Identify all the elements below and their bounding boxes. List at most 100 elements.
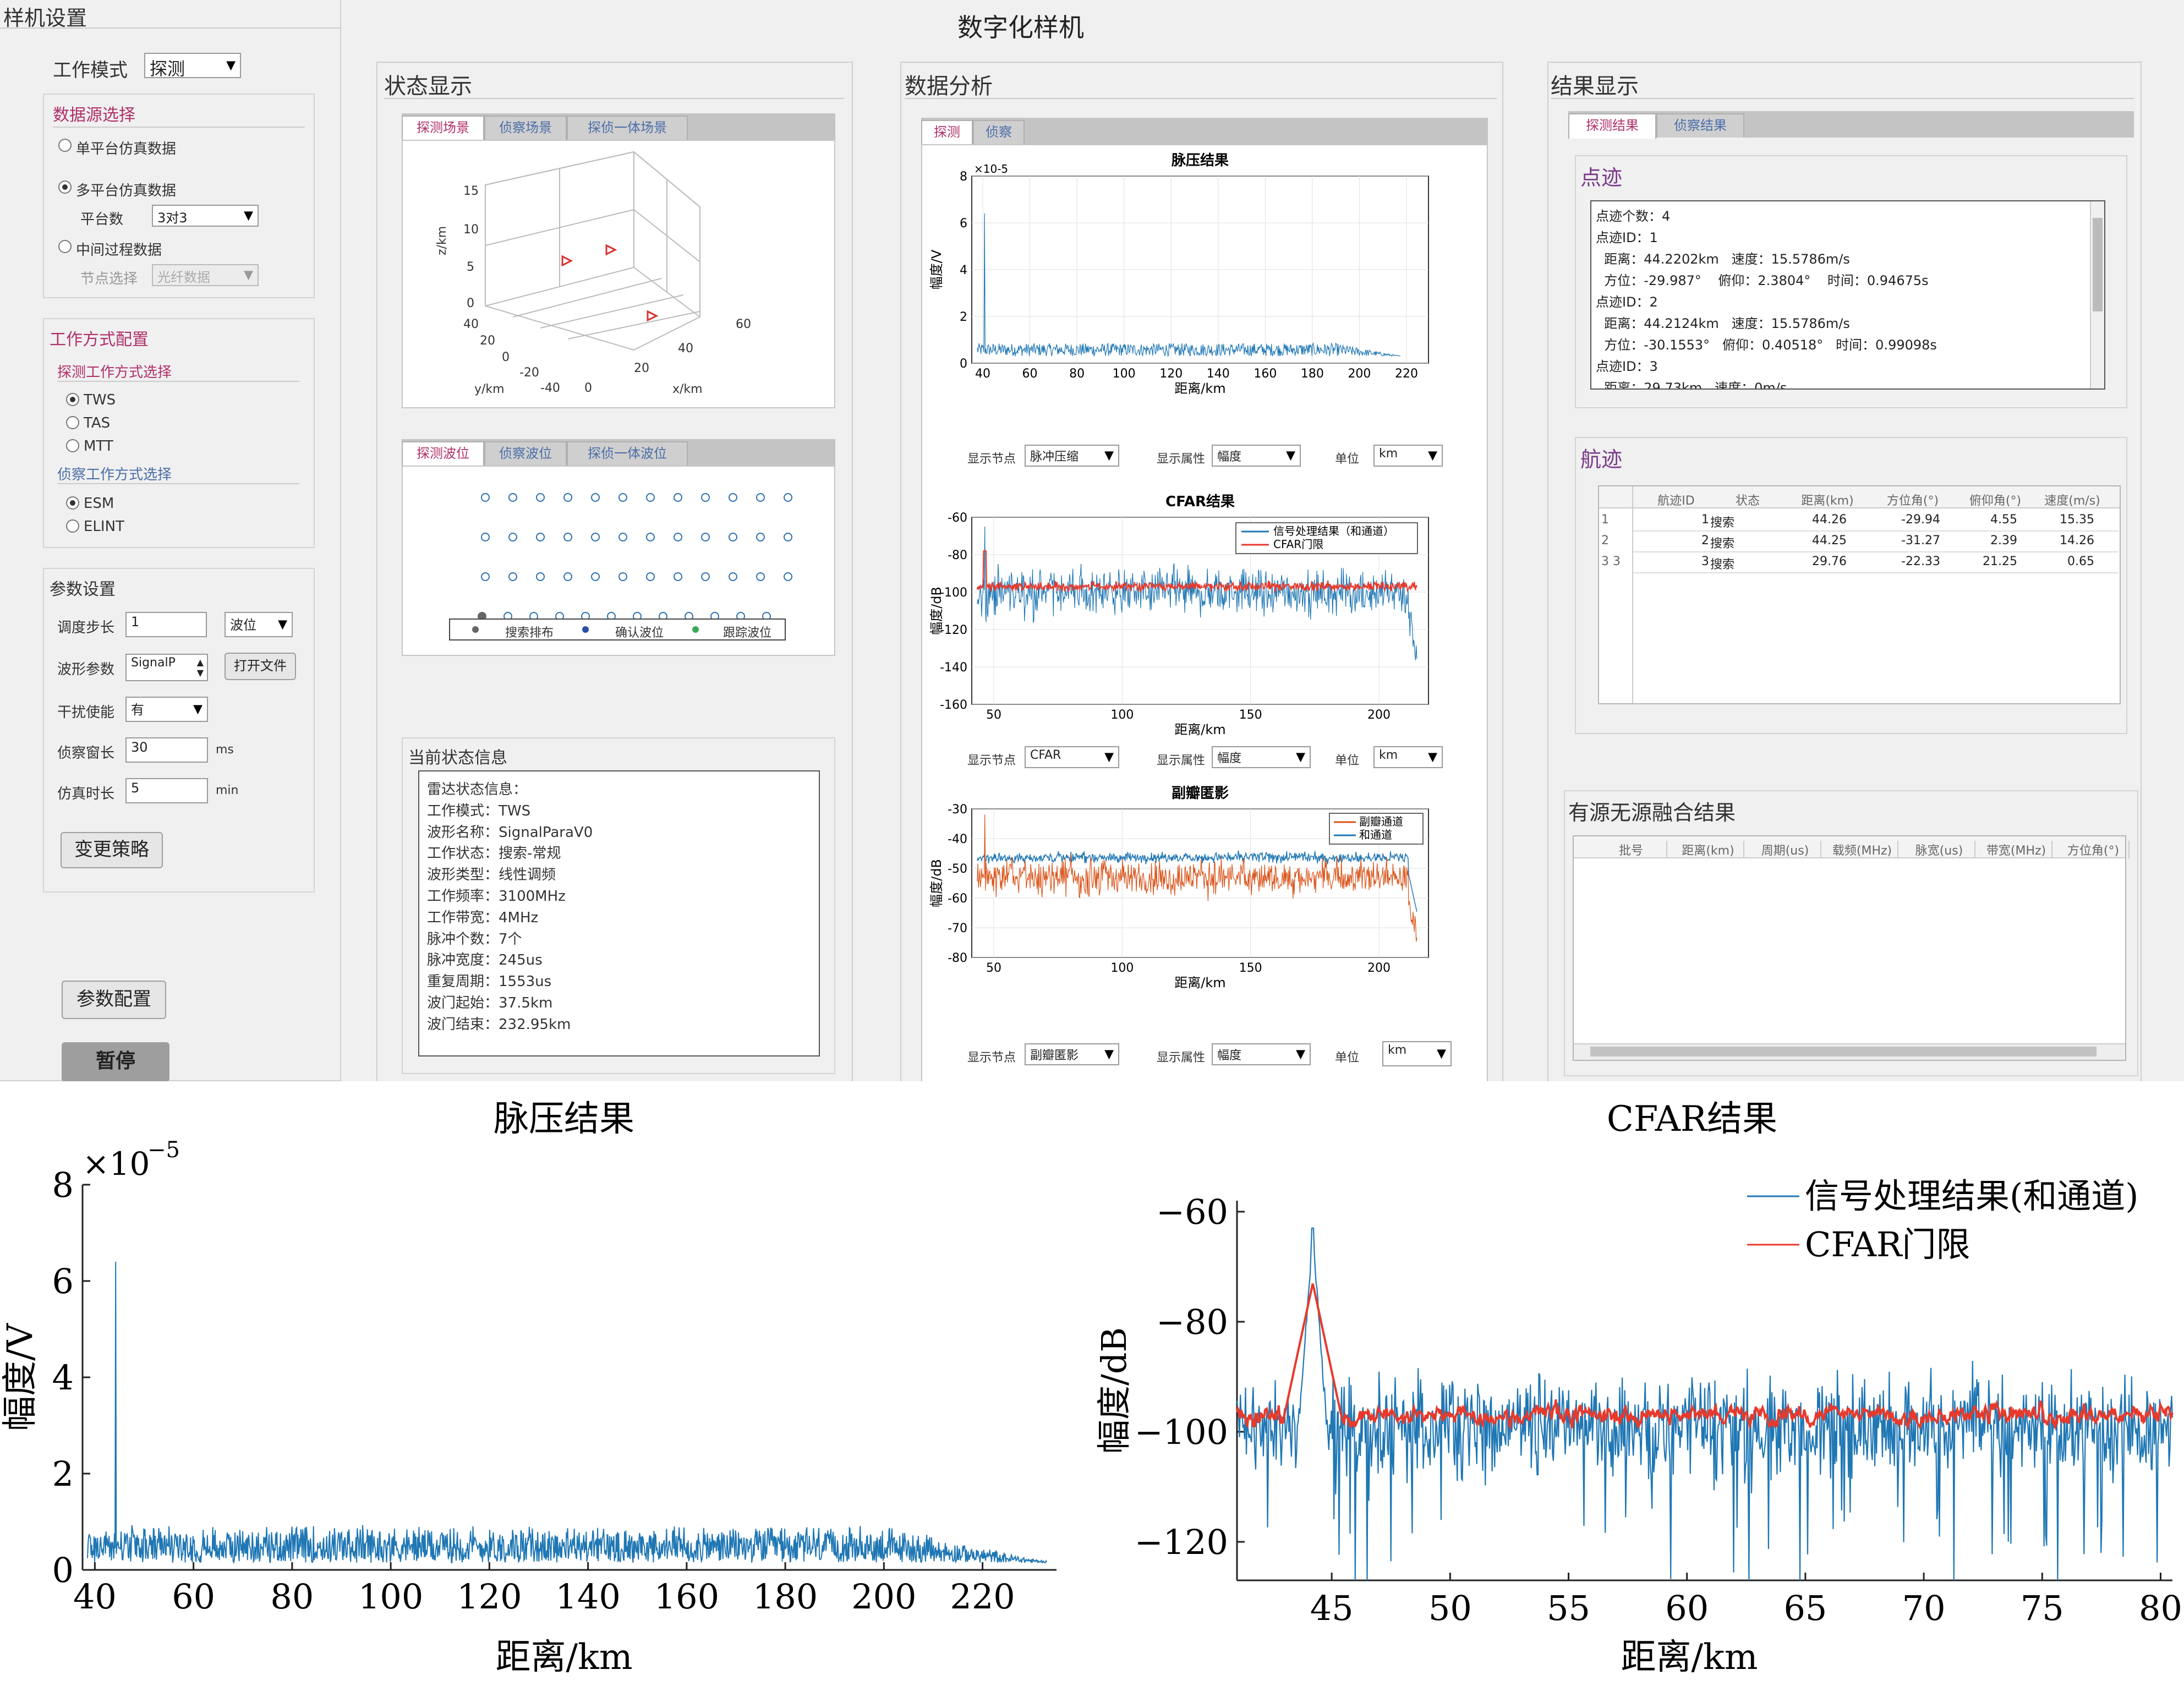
unit-dropdown-3[interactable]: km ▼: [1382, 1041, 1452, 1066]
chevron-down-icon: ▼: [193, 702, 202, 716]
tab-detect-beam[interactable]: 探测波位: [402, 441, 484, 467]
tab-recon-scene[interactable]: 侦察场景: [484, 116, 567, 140]
unit-dropdown-1[interactable]: km ▼: [1373, 445, 1443, 467]
wave-param-input[interactable]: SignalP ▲ ▼: [125, 654, 208, 681]
beam-position-dot: [618, 572, 627, 581]
point-line: 距离：29.73km 速度：0m/s: [1596, 380, 1787, 390]
tab-integrated-scene[interactable]: 探侦一体场景: [567, 116, 688, 140]
status-panel: 状态显示 探测场景 侦察场景 探侦一体场景: [376, 62, 853, 1081]
legend-dot-search: [472, 626, 479, 633]
x-tick-label: 75: [2021, 1588, 2064, 1628]
divider: [905, 98, 1497, 99]
row-divider: [1633, 572, 2119, 573]
node-dropdown-2[interactable]: CFAR ▼: [1025, 746, 1119, 768]
tab-recon[interactable]: 侦察: [973, 120, 1025, 144]
radio-intermediate[interactable]: [58, 240, 72, 253]
data-source-title: 数据源选择: [53, 106, 135, 125]
x-tick-label: 100: [358, 1576, 423, 1617]
unit-label-2: 单位: [1335, 754, 1360, 768]
work-mode-dropdown[interactable]: 探测 ▼: [144, 53, 241, 79]
tab-detect-result[interactable]: 探测结果: [1568, 113, 1656, 139]
sim-duration-input[interactable]: 5: [125, 778, 208, 803]
fusion-col-header: 周期(us): [1750, 841, 1821, 858]
node-dropdown-1[interactable]: 脉冲压缩 ▼: [1025, 445, 1119, 467]
row-index: 3 3: [1601, 555, 1621, 568]
z-axis-label: z/km: [435, 226, 449, 255]
pause-button[interactable]: 暂停: [62, 1042, 169, 1081]
recon-window-input[interactable]: 30: [125, 737, 208, 763]
x-tick-label: 200: [1348, 367, 1371, 381]
tab-detect[interactable]: 探测: [921, 120, 973, 145]
track-cell: 2.39: [1990, 534, 2017, 548]
tab-integrated-beam[interactable]: 探侦一体波位: [567, 441, 688, 466]
track-cell: -31.27: [1901, 534, 1940, 548]
radio-tws[interactable]: [66, 393, 79, 406]
params-group: 参数设置 调度步长 1 波位 ▼ 波形参数 SignalP ▲ ▼ 打开文件 干扰使能…: [43, 568, 315, 893]
points-scrollbar[interactable]: [2090, 201, 2104, 388]
status-info-title: 当前状态信息: [408, 748, 507, 768]
attr-dropdown-1[interactable]: 幅度 ▼: [1212, 445, 1301, 467]
chevron-down-icon: ▼: [1104, 1047, 1114, 1061]
node-select-dropdown[interactable]: 光纤数据 ▼: [152, 264, 259, 286]
track-id: 1: [1701, 513, 1709, 527]
step-input[interactable]: 1: [125, 612, 207, 637]
platform-count-dropdown[interactable]: 3对3 ▼: [152, 205, 259, 227]
beam-position-dot: [591, 572, 600, 581]
x-axis-label: 距离/km: [1174, 722, 1225, 737]
beam-position-dot: [674, 572, 682, 581]
param-config-button[interactable]: 参数配置: [62, 981, 166, 1019]
point-line: 方位：-30.1553° 俯仰：0.40518° 时间：0.99098s: [1596, 337, 1937, 353]
node-value-1: 脉冲压缩: [1030, 450, 1079, 464]
attr-dropdown-2[interactable]: 幅度 ▼: [1212, 746, 1311, 768]
analysis-panel: 数据分析 探测 侦察 脉压结果 8 6 4 2 0 40 60 80 100 120 140 160 18…: [900, 62, 1503, 1081]
track-cell: 14.26: [2060, 534, 2094, 548]
y-tick-40: 40: [463, 318, 479, 331]
step-unit-dropdown[interactable]: 波位 ▼: [225, 612, 293, 637]
3d-scene-chart: 15 10 5 0 z/km 40 20 0 -20 -40 y/km 0 20…: [435, 151, 751, 396]
radio-esm[interactable]: [66, 496, 79, 510]
work-config-title: 工作方式配置: [50, 330, 149, 349]
unit-dropdown-2[interactable]: km ▼: [1373, 746, 1443, 768]
chevron-down-icon: ▼: [244, 268, 253, 282]
attr-dropdown-3[interactable]: 幅度 ▼: [1212, 1043, 1311, 1065]
radio-elint[interactable]: [66, 519, 79, 533]
scrollbar-thumb[interactable]: [2093, 218, 2103, 311]
radio-tas[interactable]: [66, 416, 79, 429]
change-strategy-button[interactable]: 变更策略: [61, 832, 163, 868]
wave-param-value: SignalP: [131, 656, 176, 670]
y-axis-label: 幅度/V: [0, 1322, 41, 1431]
chevron-down-icon: ▼: [1437, 1047, 1446, 1061]
jam-enable-dropdown[interactable]: 有 ▼: [125, 697, 208, 722]
step-label: 调度步长: [57, 620, 115, 636]
beam-position-dot: [729, 493, 737, 502]
spinner-icon[interactable]: ▲ ▼: [196, 657, 204, 678]
x-tick-label: 80: [1069, 367, 1085, 381]
point-line: 点迹ID：2: [1596, 294, 1658, 310]
scene-plot: 15 10 5 0 z/km 40 20 0 -20 -40 y/km 0 20…: [402, 140, 835, 408]
x-tick-label: 140: [555, 1576, 620, 1617]
divider: [53, 127, 305, 128]
x-tick-label: 140: [1207, 367, 1230, 381]
track-cell: -29.94: [1901, 513, 1940, 527]
scrollbar-thumb[interactable]: [1590, 1047, 2097, 1057]
tab-detect-scene[interactable]: 探测场景: [402, 116, 484, 141]
radio-mtt[interactable]: [66, 439, 79, 452]
open-file-button[interactable]: 打开文件: [225, 653, 296, 680]
fusion-title: 有源无源融合结果: [1568, 801, 1736, 825]
radio-single-platform[interactable]: [58, 139, 72, 152]
attr-label-2: 显示属性: [1157, 754, 1206, 768]
node-dropdown-3[interactable]: 副瓣匿影 ▼: [1025, 1043, 1119, 1065]
sidebar-title: 样机设置: [3, 6, 87, 30]
fusion-hscrollbar[interactable]: [1574, 1043, 2125, 1060]
node-label-2: 显示节点: [967, 754, 1016, 768]
tab-recon-beam[interactable]: 侦察波位: [484, 441, 567, 466]
beam-position-dot: [674, 493, 682, 502]
radio-multi-platform[interactable]: [58, 180, 72, 194]
legend-box: [1235, 522, 1418, 554]
chevron-down-icon: ▼: [226, 58, 236, 73]
y-tick-label: -70: [948, 922, 967, 935]
chart-title: CFAR结果: [1607, 1099, 1777, 1140]
beam-position-dot: [481, 533, 490, 541]
x-tick-label: 200: [1367, 708, 1391, 722]
tab-recon-result[interactable]: 侦察结果: [1656, 113, 1744, 138]
